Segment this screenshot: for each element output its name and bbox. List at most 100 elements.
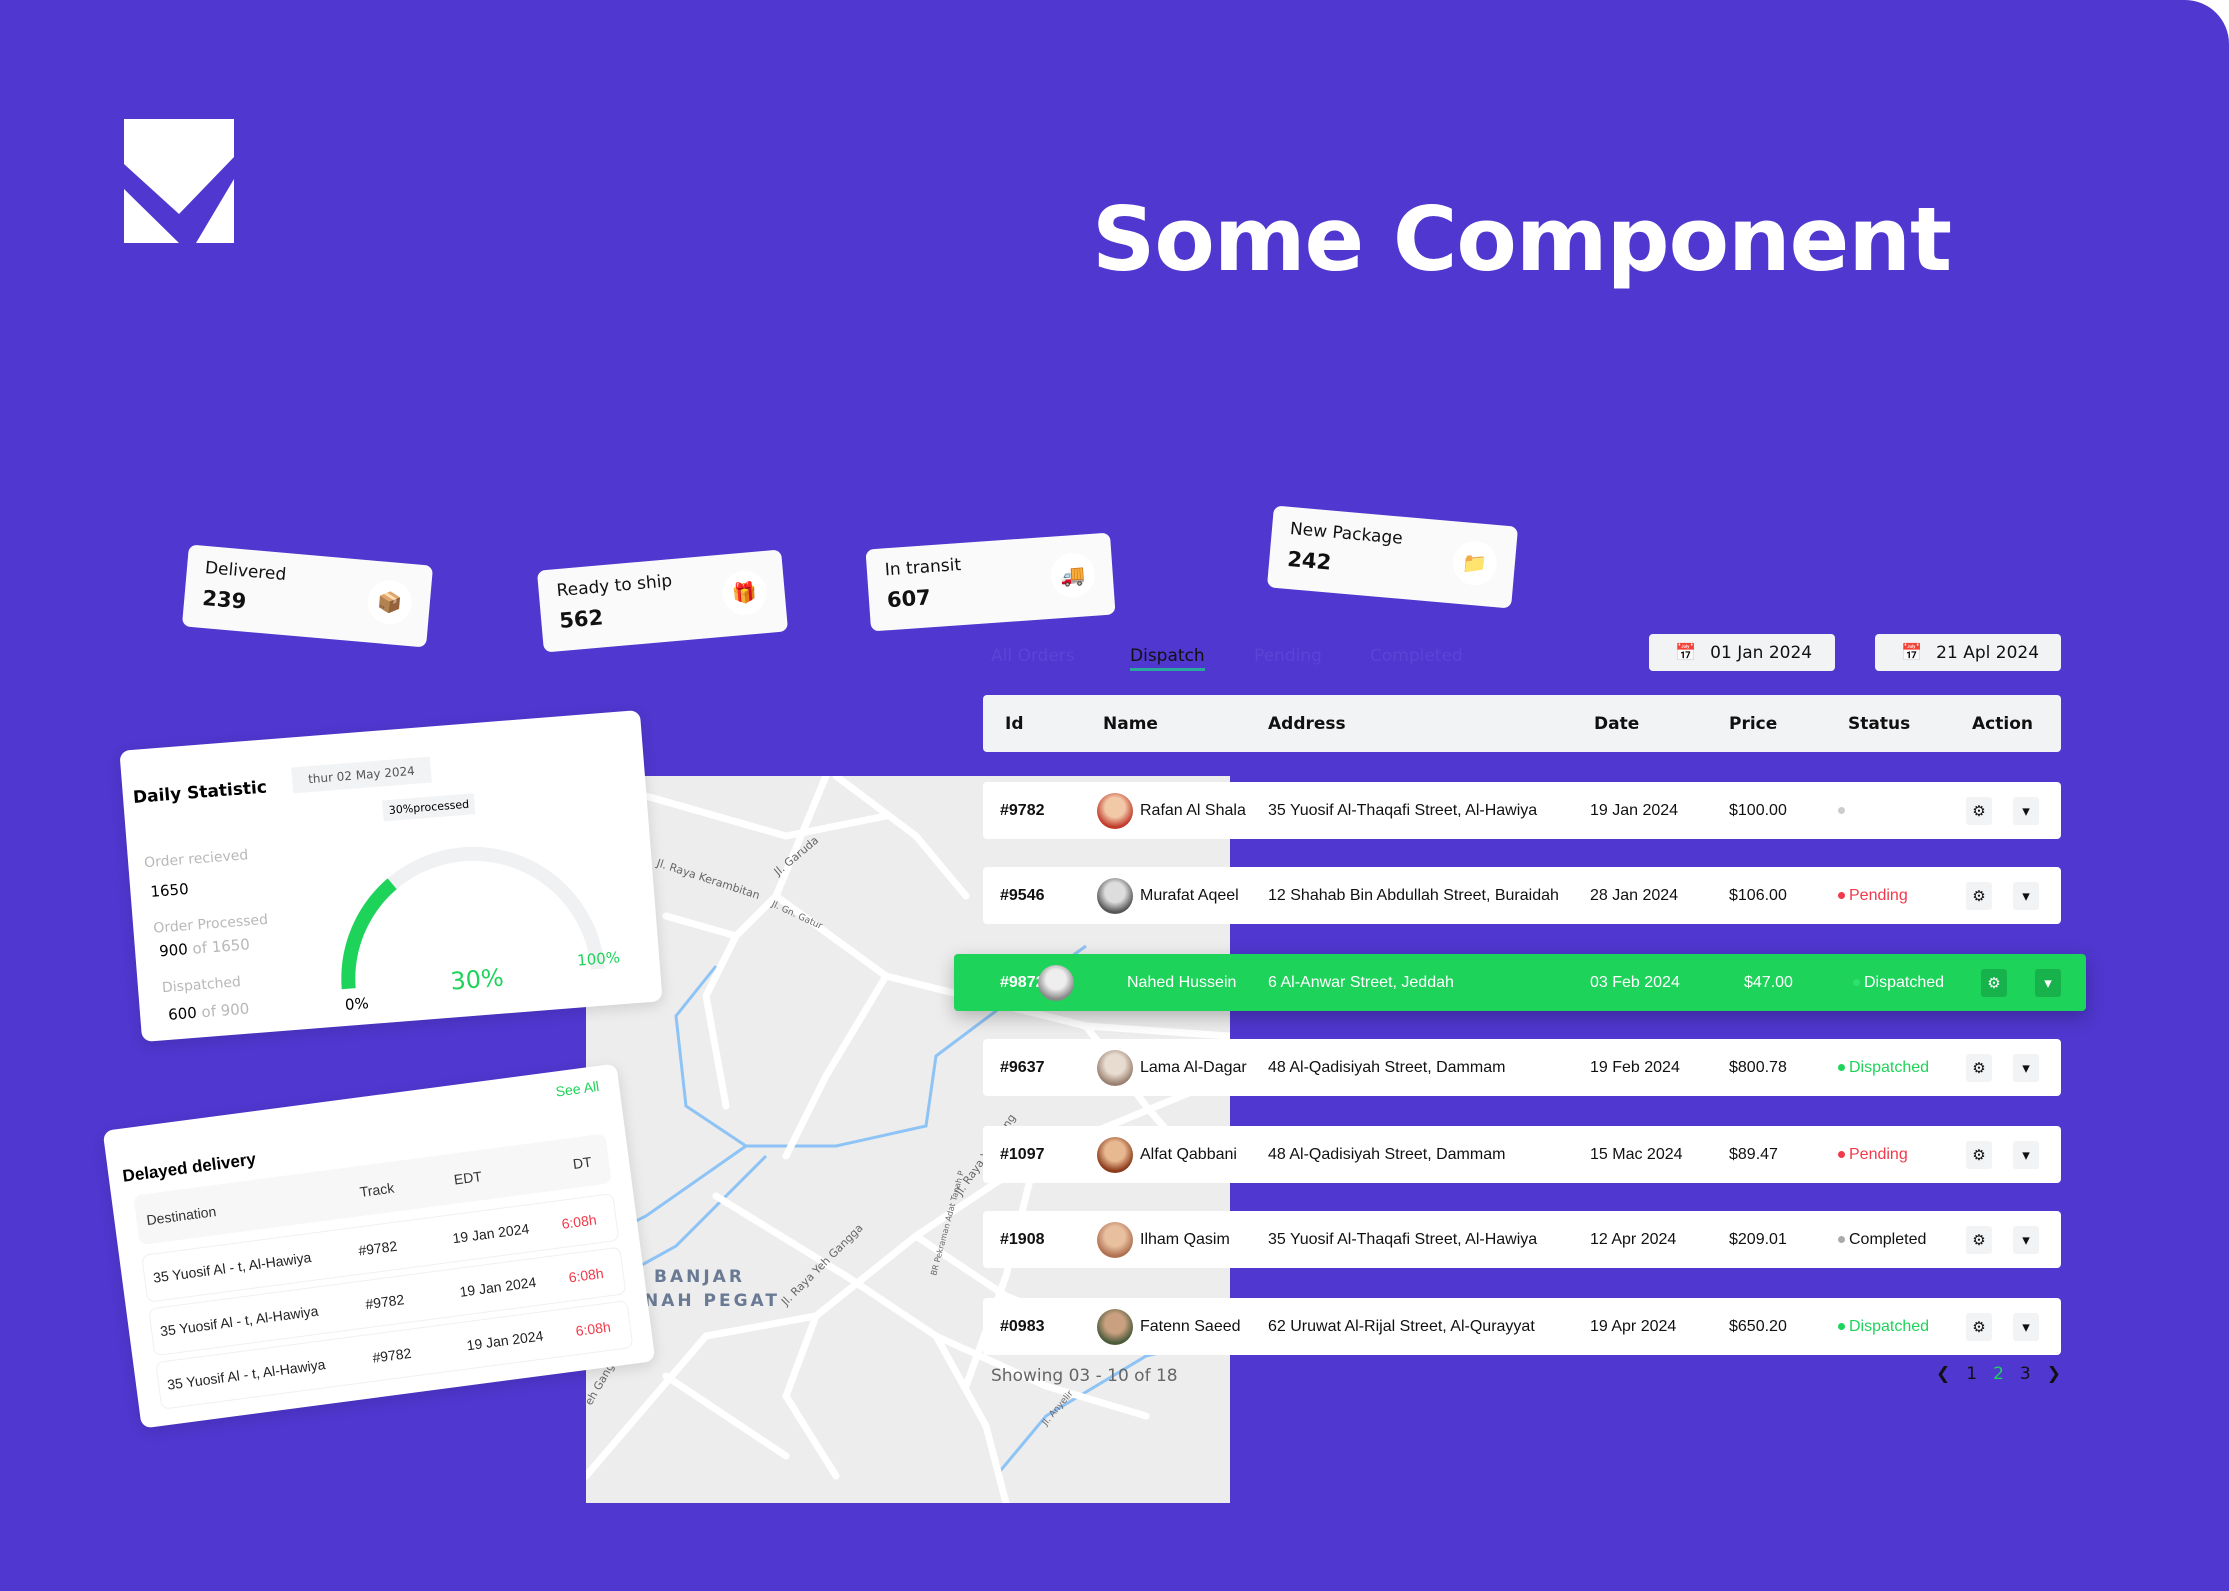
address: 62 Uruwat Al-Rijal Street, Al-Qurayyat	[1268, 1317, 1535, 1335]
date-from-button[interactable]: 📅 01 Jan 2024	[1649, 634, 1835, 671]
gear-icon[interactable]: ⚙	[1966, 796, 1992, 825]
table-row[interactable]: #1097 Alfat Qabbani 48 Al-Qadisiyah Stre…	[983, 1126, 2061, 1183]
status-badge	[1838, 802, 1849, 820]
order-date: 12 Apr 2024	[1590, 1230, 1677, 1248]
chevron-down-icon[interactable]: ▾	[2013, 881, 2039, 910]
track: #9782	[364, 1291, 406, 1313]
table-row[interactable]: #9637 Lama Al-Dagar 48 Al-Qadisiyah Stre…	[983, 1039, 2061, 1096]
status-text: Pending	[1849, 1145, 1908, 1163]
gear-icon[interactable]: ⚙	[1966, 1312, 1992, 1341]
status-dot	[1838, 1150, 1845, 1158]
tab-dispatch[interactable]: Dispatch	[1130, 646, 1205, 671]
column-header: Date	[1594, 713, 1640, 734]
column-header: Action	[1972, 713, 2033, 734]
order-id: #0983	[1000, 1317, 1045, 1335]
map-label: Jl. Anyelir	[1040, 1389, 1076, 1429]
status-dot	[1838, 1063, 1845, 1071]
value-of: of 900	[200, 999, 250, 1022]
dt: 6:08h	[560, 1211, 598, 1232]
order-date: 15 Mac 2024	[1590, 1145, 1683, 1163]
order-date: 03 Feb 2024	[1590, 973, 1680, 991]
stat-label: Dispatched	[161, 974, 242, 997]
page-3[interactable]: 3	[2019, 1364, 2031, 1384]
avatar	[1097, 1308, 1133, 1345]
date-badge: thur 02 May 2024	[291, 756, 432, 794]
status-badge: Dispatched	[1838, 1059, 1929, 1077]
chevron-right-icon[interactable]: ❯	[2046, 1364, 2061, 1384]
customer-name: Ilham Qasim	[1140, 1230, 1230, 1248]
address: 48 Al-Qadisiyah Street, Dammam	[1268, 1145, 1506, 1163]
customer-name: Fatenn Saeed	[1140, 1317, 1241, 1335]
tab-pending[interactable]: Pending	[1254, 646, 1322, 666]
map-label: Jl. Raya Yeh Gangga	[778, 1221, 865, 1308]
chevron-down-icon[interactable]: ▾	[2013, 1312, 2039, 1341]
map-label: Jl. Raya Kerambitan	[654, 856, 761, 902]
stat-label: Order Processed	[152, 911, 269, 937]
table-row[interactable]: #9546 Murafat Aqeel 12 Shahab Bin Abdull…	[983, 867, 2061, 924]
order-date: 19 Feb 2024	[1590, 1058, 1680, 1076]
column-header: Price	[1729, 713, 1778, 734]
gauge-min-label: 0%	[344, 994, 370, 1014]
chevron-down-icon[interactable]: ▾	[2013, 1053, 2039, 1082]
status-text: Completed	[1849, 1230, 1927, 1248]
stat-card-new-package[interactable]: New Package 242 📁	[1266, 505, 1519, 609]
chevron-down-icon[interactable]: ▾	[2035, 968, 2061, 997]
dt: 6:08h	[574, 1318, 612, 1339]
avatar	[1097, 1136, 1133, 1173]
stat-card-delivered[interactable]: Delivered 239 📦	[181, 544, 434, 648]
tab-completed[interactable]: Completed	[1370, 646, 1463, 666]
track: #9782	[371, 1344, 413, 1366]
page-1[interactable]: 1	[1966, 1364, 1978, 1384]
gear-icon[interactable]: ⚙	[1966, 1140, 1992, 1169]
gear-icon[interactable]: ⚙	[1966, 1225, 1992, 1254]
delayed-delivery-card: See All Delayed delivery Destination Tra…	[102, 1063, 656, 1429]
daily-statistic-card: Daily Statistic thur 02 May 2024 Order r…	[119, 709, 663, 1043]
table-row[interactable]: #9872 Nahed Hussein 6 Al-Anwar Street, J…	[954, 954, 2086, 1011]
chevron-left-icon[interactable]: ❮	[1936, 1364, 1951, 1384]
avatar	[1097, 1221, 1133, 1258]
see-all-link[interactable]: See All	[554, 1077, 601, 1100]
dt: 6:08h	[567, 1264, 605, 1286]
chevron-down-icon[interactable]: ▾	[2013, 1140, 2039, 1169]
table-row[interactable]: #0983 Fatenn Saeed 62 Uruwat Al-Rijal St…	[983, 1298, 2061, 1355]
brand-logo	[124, 119, 234, 243]
status-dot	[1838, 1322, 1845, 1330]
date-to-button[interactable]: 📅 21 Apl 2024	[1875, 634, 2061, 671]
page-title: Some Component	[1092, 188, 1952, 291]
date-from-label: 01 Jan 2024	[1710, 642, 1813, 663]
gear-icon[interactable]: ⚙	[1981, 968, 2007, 997]
destination: 35 Yuosif Al - t, Al-Hawiya	[166, 1356, 327, 1393]
address: 35 Yuosif Al-Thaqafi Street, Al-Hawiya	[1268, 1230, 1538, 1248]
status-dot	[1838, 806, 1845, 814]
price: $100.00	[1729, 801, 1787, 819]
status-badge: Pending	[1838, 1146, 1908, 1164]
status-text: Dispatched	[1849, 1317, 1930, 1335]
stat-card-ready-to-ship[interactable]: Ready to ship 562 🎁	[536, 549, 789, 653]
order-id: #9546	[1000, 886, 1045, 904]
page-2[interactable]: 2	[1993, 1364, 2004, 1384]
track: #9782	[357, 1237, 399, 1259]
column-header: DT	[571, 1153, 593, 1172]
column-header: Address	[1268, 713, 1346, 734]
avatar	[1097, 877, 1133, 914]
status-text: Dispatched	[1849, 1058, 1930, 1076]
table-row[interactable]: #9782 Rafan Al Shala 35 Yuosif Al-Thaqaf…	[983, 782, 2061, 839]
gear-icon[interactable]: ⚙	[1966, 1053, 1992, 1082]
status-badge: Completed	[1838, 1231, 1926, 1249]
avatar	[1038, 964, 1074, 1001]
column-header: Status	[1848, 713, 1911, 734]
card-title: Daily Statistic	[132, 777, 268, 808]
price: $209.01	[1729, 1230, 1787, 1248]
stat-card-in-transit[interactable]: In transit 607 🚚	[865, 532, 1116, 632]
value: 600	[167, 1003, 198, 1024]
status-badge: Dispatched	[1853, 974, 1944, 992]
chevron-down-icon[interactable]: ▾	[2013, 1225, 2039, 1254]
tab-all-orders[interactable]: All Orders	[991, 646, 1075, 666]
price: $47.00	[1744, 973, 1793, 991]
gauge-value-label: 30%	[449, 963, 505, 996]
chevron-down-icon[interactable]: ▾	[2013, 796, 2039, 825]
table-row[interactable]: #1908 Ilham Qasim 35 Yuosif Al-Thaqafi S…	[983, 1211, 2061, 1268]
gear-icon[interactable]: ⚙	[1966, 881, 1992, 910]
order-id: #9872	[1000, 973, 1045, 991]
